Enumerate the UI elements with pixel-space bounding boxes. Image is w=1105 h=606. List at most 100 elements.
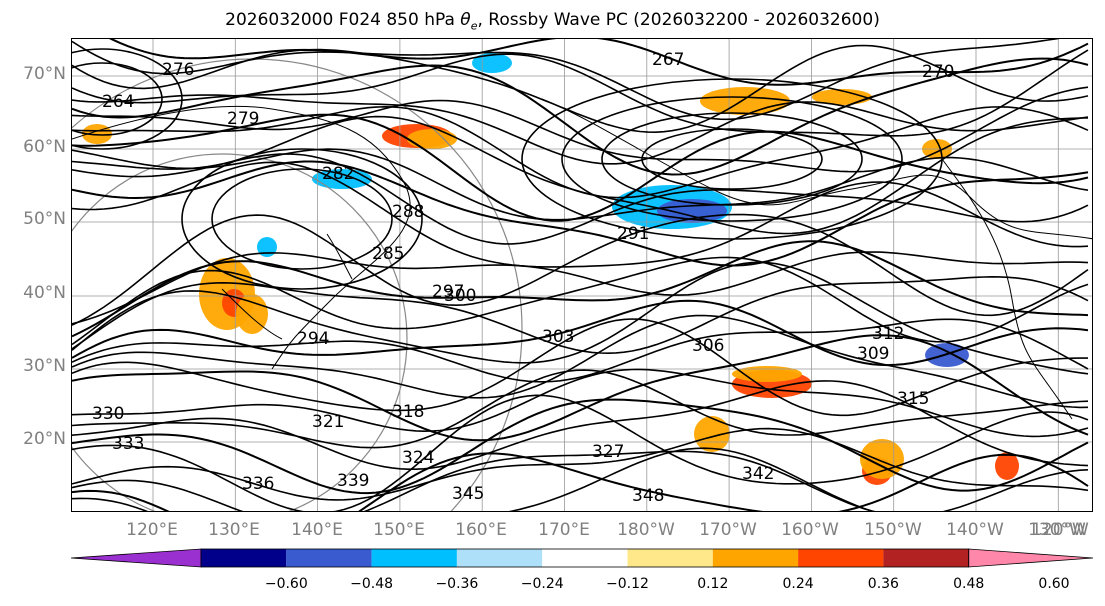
contour-line [72, 394, 1089, 511]
colorbar-extend-min [70, 548, 202, 568]
lon-label: 150°E [373, 520, 425, 540]
contour-label: 300 [444, 286, 476, 306]
colorbar-tick-label: 0.36 [867, 576, 899, 592]
colorbar-tick-label: 0.12 [697, 576, 729, 592]
contour-label: 330 [92, 404, 124, 424]
contour-label: 306 [692, 336, 724, 356]
colorbar-segment [627, 549, 713, 567]
map-title: 2026032000 F024 850 hPa θe, Rossby Wave … [0, 10, 1105, 32]
coastline [326, 233, 353, 280]
title-suffix: , Rossby Wave PC (2026032200 - 202603260… [477, 10, 880, 30]
colorbar-extend-max [968, 548, 1094, 568]
contour-ring [181, 148, 423, 290]
anomaly-patch [236, 294, 268, 334]
colorbar [70, 548, 1094, 568]
contour-label: 264 [102, 92, 134, 112]
contour-line [72, 447, 874, 511]
anomaly-patch [472, 53, 512, 73]
contour-label: 276 [162, 60, 194, 80]
contour-label: 312 [872, 324, 904, 344]
graticule [72, 39, 1092, 511]
colorbar-tick-label: −0.12 [606, 576, 649, 592]
colorbar-segment [883, 549, 969, 567]
coastline [941, 158, 1073, 420]
anomaly-patch [732, 366, 802, 382]
lat-label: 20°N [23, 429, 66, 449]
colorbar-segment [798, 549, 884, 567]
coastlines [72, 98, 1092, 420]
colorbar-tick-label: −0.60 [264, 576, 308, 592]
contour-label: 345 [452, 484, 484, 504]
contour-line [72, 94, 1089, 165]
lat-label: 70°N [23, 64, 66, 84]
colorbar-segment [371, 549, 457, 567]
colorbar-segment [286, 549, 372, 567]
contour-ring [561, 96, 903, 222]
lon-label: 130°E [208, 520, 260, 540]
contour-label: 282 [322, 164, 354, 184]
colorbar-tick-label: −0.36 [435, 576, 479, 592]
colorbar-segment [456, 549, 543, 567]
colorbar-outline [200, 548, 970, 568]
contour-line [72, 318, 1089, 383]
contour-line [72, 161, 1089, 268]
contour-label: 297 [432, 282, 464, 302]
anomaly-patch [694, 416, 730, 452]
contour-line [72, 213, 1089, 326]
coastline [221, 288, 283, 340]
contour-line [72, 369, 1089, 449]
contour-line [72, 148, 1089, 221]
contour-label: 294 [297, 329, 329, 349]
anomaly-patch [700, 87, 790, 115]
contour-label: 309 [857, 344, 889, 364]
map-panel: 276 264 267 270 279 282 285 288 291 294 297 300 303 3… [71, 38, 1093, 512]
contour-ring [211, 168, 393, 270]
contour-label: 279 [227, 109, 259, 129]
contour-label: 270 [922, 62, 954, 82]
colorbar-tick-label: −0.48 [350, 576, 394, 592]
anomaly-patch [312, 169, 372, 189]
lat-label: 60°N [23, 137, 66, 157]
lon-label: 170°E [538, 520, 590, 540]
contour-label: 339 [337, 471, 369, 491]
lon-label: 150°W [864, 520, 922, 540]
anomaly-patch [860, 439, 904, 479]
contour-ring [72, 62, 163, 136]
contour-ring [72, 48, 183, 150]
contour-label: 318 [392, 402, 424, 422]
contour-label: 315 [897, 389, 929, 409]
contour-line [72, 261, 1089, 375]
colorbar-segment [712, 549, 799, 567]
lon-label: 160°W [781, 520, 839, 540]
contour-label: 336 [242, 474, 274, 494]
contour-ring [601, 112, 863, 206]
colorbar-tick-label: 0.60 [1038, 576, 1070, 592]
anomaly-patch [812, 89, 872, 105]
contour-label: 285 [372, 244, 404, 264]
contour-line [72, 334, 1089, 442]
title-prefix: 2026032000 F024 850 hPa [225, 10, 461, 30]
contour-label: 267 [652, 50, 684, 70]
contour-line [72, 275, 1089, 355]
contour-label: 321 [312, 412, 344, 432]
contour-line [72, 318, 1088, 417]
contour-line [72, 427, 1089, 501]
contour-label: 327 [592, 442, 624, 462]
anomaly-patch [995, 452, 1019, 480]
contour-line [72, 256, 1089, 346]
lon-label: 170°W [699, 520, 757, 540]
lon-label: 130°W [1028, 520, 1086, 540]
lon-label: 120°W [1031, 520, 1089, 540]
colorbar-segment [201, 549, 287, 567]
contour-line [72, 314, 1089, 409]
lon-label: 120°E [126, 520, 178, 540]
contour-line [72, 380, 1089, 470]
contour-ring [641, 128, 823, 190]
contour-label: 342 [742, 464, 774, 484]
contour-label: 288 [392, 202, 424, 222]
contour-label: 348 [632, 486, 664, 506]
contour-label: 303 [542, 327, 574, 347]
theta-symbol: θ [460, 10, 471, 30]
